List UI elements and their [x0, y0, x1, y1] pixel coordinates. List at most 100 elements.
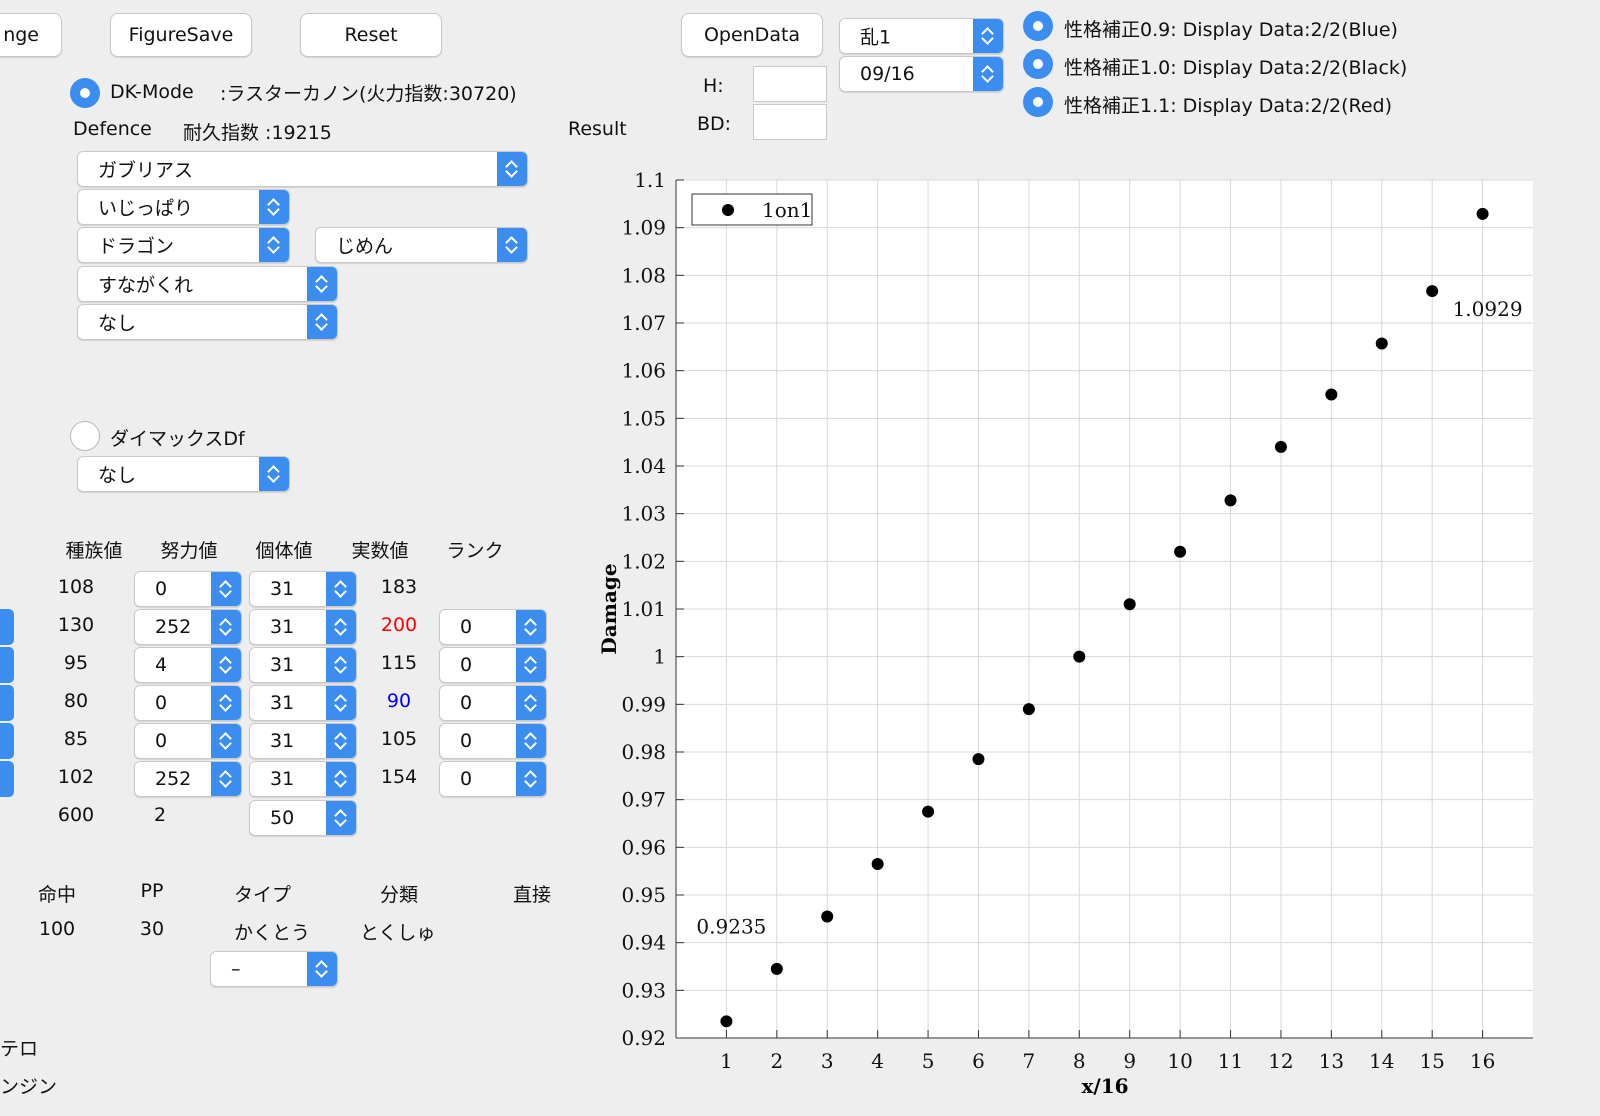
dynamax-select[interactable]: なし	[77, 456, 290, 492]
stepper-icon	[211, 762, 241, 796]
data-point	[972, 753, 985, 766]
iv-stepper[interactable]: 31	[249, 647, 357, 683]
move-option-value: –	[231, 958, 241, 980]
stat-actual-value-down: 90	[386, 690, 412, 712]
data-point	[1274, 440, 1287, 453]
nature-1-1-radio[interactable]	[1023, 87, 1053, 117]
data-point	[1123, 598, 1136, 611]
type1-select-value: ドラゴン	[98, 235, 175, 258]
ev-stepper[interactable]: 0	[134, 571, 242, 607]
stat-actual-value: 115	[380, 652, 418, 674]
rank-value: 0	[460, 692, 473, 714]
ev-stepper[interactable]: 4	[134, 647, 242, 683]
iv-stepper[interactable]: 31	[249, 685, 357, 721]
rank-stepper[interactable]: 0	[439, 609, 547, 645]
data-point	[871, 858, 884, 871]
rank-stepper[interactable]: 0	[439, 685, 547, 721]
data-point	[922, 805, 935, 818]
stepper-icon	[211, 572, 241, 606]
stat-actual-value: 105	[380, 728, 418, 750]
cut-label-1: テロ	[0, 1038, 39, 1060]
stepper-icon	[259, 228, 289, 262]
dynamax-label: ダイマックスDf	[110, 428, 245, 450]
ev-value: 252	[155, 616, 192, 638]
item-select[interactable]: なし	[77, 304, 338, 340]
dynamax-select-value: なし	[98, 464, 137, 487]
stepper-icon[interactable]	[0, 723, 14, 759]
level-stepper[interactable]: 50	[249, 800, 357, 836]
y-tick-label: 0.94	[621, 931, 666, 955]
fraction-select[interactable]: 09/16	[839, 56, 1004, 92]
move-header-accuracy: 命中	[37, 884, 76, 906]
ev-stepper[interactable]: 252	[134, 761, 242, 797]
iv-stepper[interactable]: 31	[249, 761, 357, 797]
rank-stepper[interactable]: 0	[439, 761, 547, 797]
h-label: H:	[703, 75, 724, 97]
move-header-type: タイプ	[234, 884, 292, 906]
move-option-select[interactable]: –	[210, 951, 338, 987]
rank-stepper[interactable]: 0	[439, 723, 547, 759]
nature-1-0-radio[interactable]	[1023, 49, 1053, 79]
iv-stepper[interactable]: 31	[249, 723, 357, 759]
stepper-icon[interactable]	[0, 647, 14, 683]
rank-value: 0	[460, 616, 473, 638]
stepper-icon	[211, 610, 241, 644]
stepper-icon	[307, 267, 337, 301]
x-tick-label: 12	[1268, 1049, 1293, 1073]
annotation-min: 0.9235	[696, 914, 766, 938]
stepper-icon	[516, 648, 546, 682]
stepper-icon[interactable]	[0, 761, 14, 797]
iv-value: 31	[270, 768, 295, 790]
rank-value: 0	[460, 730, 473, 752]
stepper-icon[interactable]	[0, 609, 14, 645]
y-tick-label: 0.98	[621, 740, 666, 764]
damage-chart: 1 2 3 4 5 6 7 8 9 10 11 12 13 14 15 160.920.930.940.950…	[597, 168, 1533, 1098]
stepper-icon	[211, 724, 241, 758]
x-tick-label: 11	[1218, 1049, 1243, 1073]
ran-select[interactable]: 乱1	[839, 18, 1004, 54]
y-tick-label: 1.06	[621, 359, 666, 383]
stepper-icon	[497, 228, 527, 262]
iv-stepper[interactable]: 31	[249, 609, 357, 645]
range-button[interactable]: nge	[0, 13, 62, 57]
dynamax-radio[interactable]	[70, 421, 100, 451]
result-label: Result	[568, 118, 627, 140]
ev-value: 252	[155, 768, 192, 790]
type2-select[interactable]: じめん	[315, 227, 528, 263]
ev-stepper[interactable]: 0	[134, 685, 242, 721]
move-header-pp: PP	[140, 880, 164, 902]
data-point	[1073, 650, 1086, 663]
pokemon-select[interactable]: ガブリアス	[77, 151, 528, 187]
nature-0-9-radio[interactable]	[1023, 11, 1053, 41]
stepper-icon[interactable]	[0, 685, 14, 721]
iv-stepper[interactable]: 31	[249, 571, 357, 607]
y-tick-label: 1.03	[621, 502, 666, 526]
reset-button[interactable]: Reset	[300, 13, 442, 57]
type1-select[interactable]: ドラゴン	[77, 227, 290, 263]
h-field[interactable]	[753, 66, 827, 102]
stat-base-value: 108	[57, 576, 95, 598]
x-tick-label: 10	[1167, 1049, 1192, 1073]
nature-select[interactable]: いじっぱり	[77, 189, 290, 225]
ev-stepper[interactable]: 252	[134, 609, 242, 645]
nature-1-0-label: 性格補正1.0: Display Data:2/2(Black)	[1064, 57, 1408, 79]
stepper-icon	[326, 762, 356, 796]
x-tick-label: 1	[720, 1049, 733, 1073]
y-tick-label: 0.95	[621, 883, 666, 907]
rank-value: 0	[460, 768, 473, 790]
stat-base-value: 102	[57, 766, 95, 788]
data-point	[1426, 285, 1439, 298]
ability-select-value: すながくれ	[98, 274, 194, 297]
ability-select[interactable]: すながくれ	[77, 266, 338, 302]
dk-mode-radio[interactable]	[70, 78, 100, 108]
stat-actual-value-up: 200	[380, 614, 418, 636]
open-data-button[interactable]: OpenData	[681, 13, 823, 57]
cut-label-2: ンジン	[0, 1076, 58, 1098]
figure-save-button[interactable]: FigureSave	[110, 13, 252, 57]
x-tick-label: 14	[1369, 1049, 1394, 1073]
rank-stepper[interactable]: 0	[439, 647, 547, 683]
y-tick-label: 1.01	[621, 597, 666, 621]
ev-stepper[interactable]: 0	[134, 723, 242, 759]
x-tick-label: 13	[1319, 1049, 1344, 1073]
bd-field[interactable]	[753, 104, 827, 140]
